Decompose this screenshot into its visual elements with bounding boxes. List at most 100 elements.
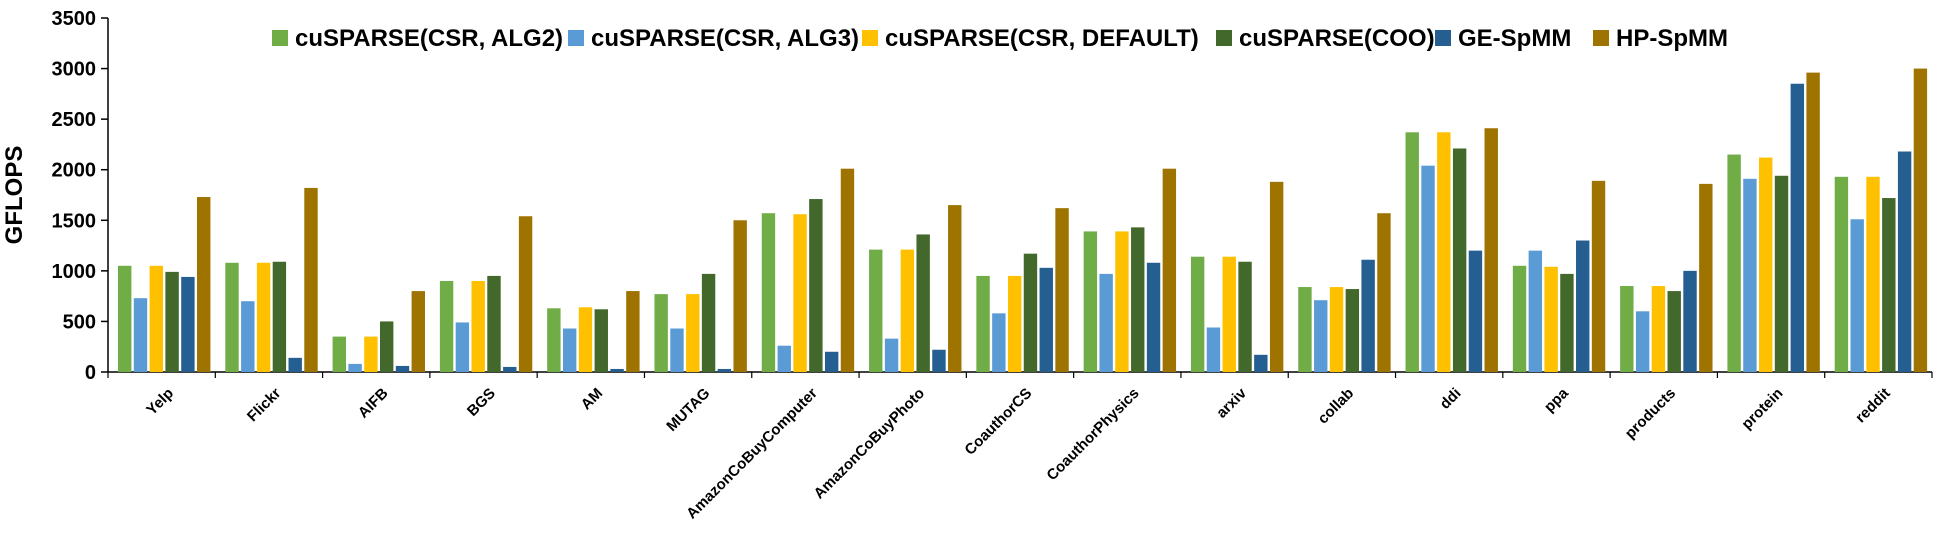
legend-item: GE-SpMM — [1435, 25, 1571, 52]
bar — [932, 349, 946, 372]
legend-label: cuSPARSE(COO) — [1239, 25, 1435, 52]
bar — [487, 275, 501, 372]
x-tick-label: AIFB — [355, 385, 392, 422]
bar — [793, 214, 807, 372]
bar — [1162, 168, 1177, 372]
bar — [225, 262, 239, 372]
x-tick-label: ddi — [1437, 385, 1465, 413]
legend-swatch — [862, 30, 878, 46]
bar — [1329, 287, 1344, 372]
bar — [610, 368, 624, 372]
legend-swatch — [1593, 30, 1609, 46]
bar — [1620, 286, 1634, 372]
bar — [288, 357, 302, 372]
bar — [149, 265, 163, 372]
bar — [439, 280, 454, 372]
y-axis-title: GFLOPS — [1, 146, 28, 245]
y-tick-label: 3000 — [52, 59, 97, 81]
bar — [869, 249, 883, 372]
bar — [1298, 287, 1312, 372]
legend-swatch — [272, 30, 288, 46]
y-tick-label: 1500 — [52, 210, 97, 232]
bar — [133, 298, 148, 372]
legend-item: HP-SpMM — [1593, 25, 1728, 52]
bar — [197, 197, 211, 372]
bar — [1452, 148, 1467, 372]
bar — [1190, 256, 1205, 372]
bar — [777, 345, 791, 372]
legend-label: GE-SpMM — [1458, 25, 1571, 52]
bar — [1699, 183, 1713, 372]
bar — [1759, 157, 1773, 372]
bar — [1314, 300, 1328, 372]
x-tick-label: CoauthorCS — [961, 385, 1035, 459]
bar — [916, 234, 930, 372]
bar — [1560, 273, 1574, 372]
bar — [1099, 273, 1113, 372]
bar — [304, 187, 318, 372]
x-tick-label: protein — [1738, 385, 1786, 433]
bar — [1007, 275, 1022, 372]
x-tick-label: Yelp — [143, 385, 177, 419]
bar — [809, 199, 823, 372]
bar — [900, 249, 915, 372]
bar — [1377, 213, 1391, 372]
bar — [594, 309, 608, 372]
x-tick-label: arxiv — [1213, 384, 1250, 421]
bar — [1683, 270, 1697, 372]
bar — [1651, 286, 1666, 372]
bar — [1790, 83, 1805, 372]
bar — [1345, 289, 1360, 372]
bar — [992, 313, 1006, 372]
bar — [686, 294, 700, 372]
bar — [503, 366, 517, 372]
bar — [241, 301, 255, 372]
bar — [547, 308, 561, 372]
bar — [1850, 219, 1864, 372]
bar — [1222, 256, 1236, 372]
bar — [471, 280, 485, 372]
bar — [518, 216, 533, 372]
bar — [1254, 354, 1268, 372]
legend: cuSPARSE(CSR, ALG2) cuSPARSE(CSR, ALG3) cu… — [272, 25, 1728, 52]
bar — [1882, 198, 1896, 372]
legend-swatch — [568, 30, 584, 46]
bar — [165, 271, 179, 372]
bar — [1727, 154, 1741, 372]
bar — [1131, 227, 1145, 372]
bar — [654, 294, 668, 372]
bar — [1897, 151, 1912, 372]
bar — [717, 368, 732, 372]
x-tick-label: MUTAG — [663, 385, 713, 435]
y-tick-label: 500 — [63, 311, 96, 333]
bar — [455, 322, 470, 372]
bar — [1866, 176, 1880, 372]
bar — [348, 363, 362, 372]
bar — [1421, 165, 1435, 372]
bar — [948, 205, 962, 372]
y-tick-label: 2500 — [52, 109, 97, 131]
bar — [1039, 267, 1053, 372]
x-tick-label: Flickr — [244, 385, 284, 425]
legend-item: cuSPARSE(CSR, DEFAULT) — [862, 25, 1199, 52]
bar — [256, 262, 271, 372]
bar — [562, 328, 577, 372]
bar — [379, 321, 394, 372]
bar — [1405, 132, 1419, 372]
bar — [1913, 68, 1928, 373]
bar — [1667, 291, 1681, 372]
x-tick-label: BGS — [464, 385, 499, 420]
bar — [1576, 240, 1590, 372]
bar — [733, 220, 747, 372]
bar — [701, 273, 716, 372]
legend-label: HP-SpMM — [1616, 25, 1728, 52]
bar — [1774, 175, 1789, 372]
bar — [395, 365, 410, 372]
bar — [411, 291, 425, 372]
bar — [824, 351, 839, 372]
legend-label: cuSPARSE(CSR, ALG2) — [295, 25, 563, 52]
bar — [1055, 208, 1069, 372]
x-tick-label: CoauthorPhysics — [1043, 385, 1142, 484]
bar — [1206, 327, 1221, 372]
